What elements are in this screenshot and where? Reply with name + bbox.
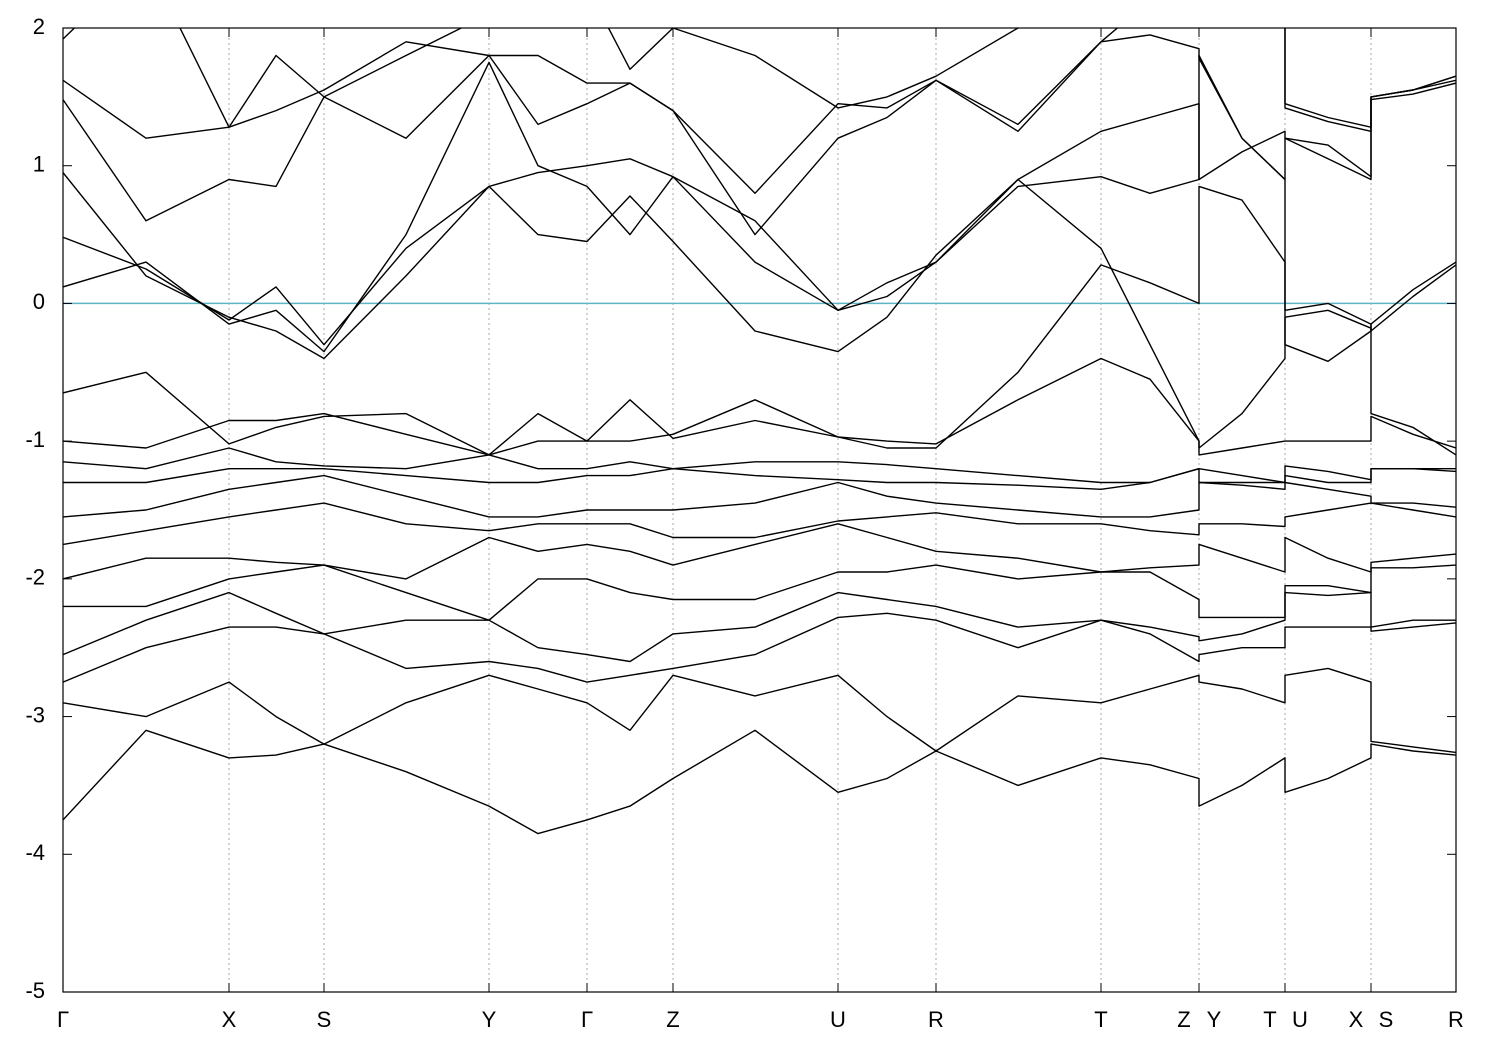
band — [63, 591, 1456, 663]
band — [63, 357, 1456, 456]
x-tick-label: X — [1349, 1007, 1364, 1032]
x-tick-label: Y — [482, 1007, 497, 1032]
band — [63, 185, 1456, 456]
band — [63, 468, 1456, 490]
band — [63, 54, 1456, 362]
band — [63, 28, 1456, 194]
y-tick-label: -4 — [25, 840, 45, 865]
x-tick-label: R — [928, 1007, 944, 1032]
x-tick-label: T — [1263, 1007, 1276, 1032]
x-tick-label: X — [222, 1007, 237, 1032]
x-tick-label: Z — [666, 1007, 679, 1032]
x-tick-label: Γ — [57, 1007, 69, 1032]
band — [63, 612, 1456, 683]
x-tick-label: Y — [1207, 1007, 1222, 1032]
x-tick-label: T — [1094, 1007, 1107, 1032]
x-tick-label: U — [1292, 1007, 1308, 1032]
bands — [63, 28, 1456, 835]
band — [63, 502, 1456, 546]
x-tick-label: Γ — [581, 1007, 593, 1032]
band — [63, 523, 1456, 580]
y-tick-label: -5 — [25, 978, 45, 1003]
x-tick-label: U — [830, 1007, 846, 1032]
y-tick-label: 0 — [33, 289, 45, 314]
band — [63, 729, 1456, 835]
y-tick-label: 2 — [33, 14, 45, 39]
plot-frame — [62, 27, 1457, 993]
x-tick-label: S — [317, 1007, 332, 1032]
x-tick-label: R — [1448, 1007, 1464, 1032]
band — [63, 172, 1456, 449]
band — [63, 667, 1456, 754]
x-tick-label: Z — [1177, 1007, 1190, 1032]
band — [63, 75, 1456, 346]
y-tick-label: 1 — [33, 152, 45, 177]
y-tick-label: -3 — [25, 702, 45, 727]
band — [63, 28, 1456, 128]
band — [63, 34, 1456, 236]
band — [63, 447, 1456, 484]
y-tick-label: -2 — [25, 565, 45, 590]
x-tick-label: S — [1379, 1007, 1394, 1032]
band — [63, 564, 1456, 621]
y-tick-label: -1 — [25, 427, 45, 452]
band — [63, 474, 1456, 518]
